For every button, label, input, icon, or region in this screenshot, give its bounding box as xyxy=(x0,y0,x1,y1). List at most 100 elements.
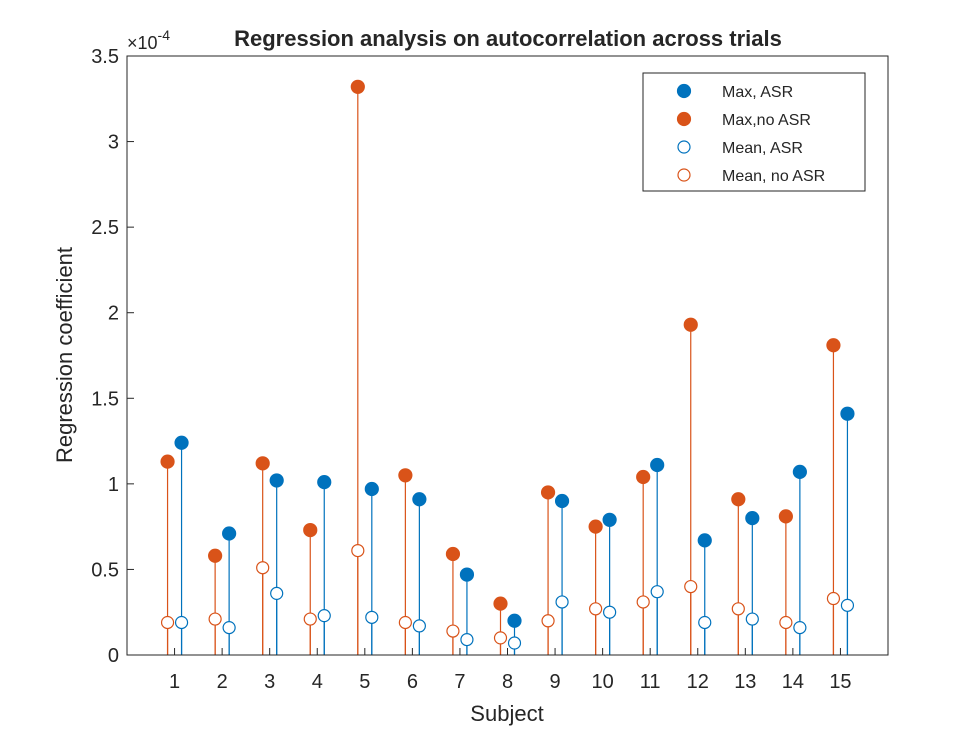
max-marker xyxy=(222,526,237,541)
mean-marker xyxy=(303,612,317,626)
y-tick-label: 1 xyxy=(108,474,119,496)
mean-marker xyxy=(270,586,284,600)
max-marker xyxy=(493,596,508,611)
x-tick-label: 8 xyxy=(502,671,513,693)
mean-marker xyxy=(840,598,855,612)
y-axis-exponent-power: -4 xyxy=(158,27,171,43)
max-marker xyxy=(792,464,807,479)
mean-marker xyxy=(507,636,522,650)
max-marker xyxy=(255,456,270,471)
x-tick-label: 7 xyxy=(454,671,465,693)
x-axis-label: Subject xyxy=(470,701,543,726)
mean-marker xyxy=(398,615,412,630)
x-tick-label: 5 xyxy=(359,671,370,693)
max-marker xyxy=(350,79,365,94)
max-marker xyxy=(459,567,475,582)
x-tick-label: 10 xyxy=(592,671,614,693)
x-tick-label: 15 xyxy=(829,671,851,693)
mean-marker xyxy=(256,561,270,575)
mean-marker xyxy=(160,615,175,630)
x-tick-label: 2 xyxy=(217,671,228,693)
max-marker xyxy=(160,454,175,469)
max-marker xyxy=(208,548,223,563)
mean-marker xyxy=(650,585,664,599)
max-marker xyxy=(697,533,712,548)
y-tick-label: 0.5 xyxy=(91,559,119,581)
max-marker xyxy=(778,509,793,524)
max-marker xyxy=(364,481,379,497)
mean-marker xyxy=(412,619,426,633)
max-marker xyxy=(588,519,603,534)
max-marker xyxy=(540,485,556,500)
x-axis-ticks: 1 2 3 4 5 6 7 8 9 10 11 12 13 14 15 xyxy=(169,648,852,693)
mean-marker xyxy=(779,615,793,630)
legend-marker xyxy=(676,83,692,99)
legend-label: Mean, no ASR xyxy=(722,168,825,185)
x-tick-label: 13 xyxy=(734,671,756,693)
mean-marker xyxy=(365,610,379,624)
max-marker xyxy=(445,546,461,562)
max-marker xyxy=(731,492,746,507)
mean-marker xyxy=(208,612,222,626)
mean-marker xyxy=(493,631,508,645)
mean-marker xyxy=(684,579,698,594)
mean-marker xyxy=(731,602,745,616)
x-tick-label: 12 xyxy=(687,671,709,693)
legend-label: Max,no ASR xyxy=(722,112,811,129)
legend-label: Mean, ASR xyxy=(722,140,803,157)
y-tick-label: 3 xyxy=(108,132,119,154)
max-marker xyxy=(398,468,413,483)
mean-marker xyxy=(174,615,189,630)
y-axis-exponent: ×10-4 xyxy=(127,27,170,53)
chart-title: Regression analysis on autocorrelation a… xyxy=(234,26,782,51)
mean-marker xyxy=(826,591,841,606)
max-marker xyxy=(303,522,318,538)
y-tick-label: 2 xyxy=(108,303,119,325)
max-marker xyxy=(826,338,841,353)
legend-marker xyxy=(677,168,691,182)
x-tick-label: 4 xyxy=(312,671,323,693)
x-tick-label: 9 xyxy=(550,671,561,693)
max-marker xyxy=(507,613,522,628)
max-marker xyxy=(745,510,760,526)
y-tick-label: 2.5 xyxy=(91,217,119,239)
legend-marker xyxy=(677,140,691,154)
legend-marker xyxy=(676,111,692,127)
mean-marker xyxy=(351,544,365,558)
legend-label: Max, ASR xyxy=(722,84,793,101)
x-tick-label: 14 xyxy=(782,671,804,693)
mean-marker xyxy=(793,621,807,635)
mean-marker xyxy=(745,612,759,626)
mean-marker xyxy=(636,595,650,609)
max-marker xyxy=(636,469,651,485)
mean-marker xyxy=(460,632,474,647)
y-tick-label: 1.5 xyxy=(91,388,119,410)
x-tick-label: 3 xyxy=(264,671,275,693)
max-marker xyxy=(602,512,617,527)
x-tick-label: 1 xyxy=(169,671,180,693)
mean-marker xyxy=(603,605,617,619)
max-marker xyxy=(554,493,570,509)
x-tick-label: 6 xyxy=(407,671,418,693)
mean-marker xyxy=(555,595,569,609)
data-markers xyxy=(160,79,855,650)
mean-marker xyxy=(317,609,331,623)
y-axis-ticks: 0 0.5 1 1.5 2 2.5 3 3.5 xyxy=(91,46,134,667)
y-tick-label: 3.5 xyxy=(91,46,119,68)
max-marker xyxy=(412,492,427,507)
mean-marker xyxy=(698,615,712,630)
y-axis-label: Regression coefficient xyxy=(52,247,77,463)
max-marker xyxy=(840,406,855,421)
mean-marker xyxy=(222,621,236,635)
max-marker xyxy=(317,475,332,490)
mean-marker xyxy=(446,624,460,638)
x-tick-label: 11 xyxy=(640,671,661,693)
max-marker xyxy=(650,457,665,473)
max-marker xyxy=(683,317,698,332)
mean-marker xyxy=(589,602,603,616)
y-axis-exponent-base: ×10 xyxy=(127,33,158,53)
y-tick-label: 0 xyxy=(108,645,119,667)
legend: Max, ASR Max,no ASR Mean, ASR Mean, no ASR xyxy=(642,72,866,192)
mean-marker xyxy=(541,614,555,628)
